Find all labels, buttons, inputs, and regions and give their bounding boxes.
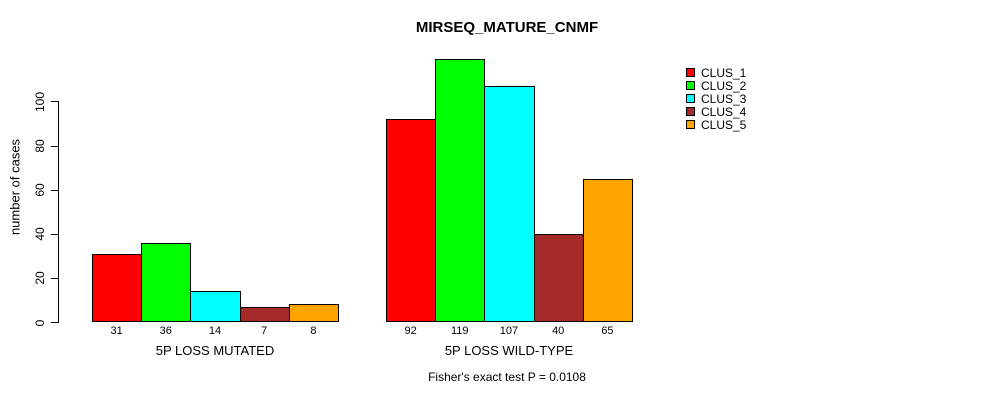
bar-clus_1-0 (92, 253, 143, 322)
bar-value-label: 40 (552, 325, 565, 337)
legend-item: CLUS_3 (686, 92, 746, 105)
y-axis-tick (51, 101, 58, 103)
bar-clus_4-1 (533, 233, 584, 322)
bar-clus_1-1 (386, 119, 437, 322)
bar-value-label: 7 (261, 325, 268, 337)
bar-clus_5-0 (288, 304, 339, 322)
bar-value-label: 36 (159, 325, 172, 337)
bar-value-label: 31 (110, 325, 123, 337)
y-axis-tick (51, 145, 58, 147)
bar-clus_5-1 (582, 178, 633, 322)
legend-swatch (686, 94, 695, 103)
y-axis-tick (51, 189, 58, 191)
y-tick-label: 20 (33, 271, 47, 286)
bar-value-label: 8 (310, 325, 317, 337)
bar-value-label: 92 (404, 325, 417, 337)
legend-label: CLUS_2 (701, 78, 747, 93)
y-axis (58, 101, 59, 323)
bar-clus_2-1 (435, 59, 486, 322)
chart-title: MIRSEQ_MATURE_CNMF (415, 19, 599, 36)
y-tick-label: 80 (33, 139, 47, 153)
legend-item: CLUS_5 (686, 118, 746, 131)
legend-swatch (686, 81, 695, 90)
legend-swatch (686, 68, 695, 77)
y-axis-tick (51, 277, 58, 279)
legend-item: CLUS_1 (686, 66, 746, 79)
legend-label: CLUS_4 (701, 104, 747, 119)
bar-value-label: 119 (451, 325, 469, 337)
y-axis-tick (51, 322, 58, 323)
y-axis-tick (51, 233, 58, 235)
legend-swatch (686, 107, 695, 116)
bar-value-label: 14 (208, 325, 222, 337)
y-tick-label: 40 (33, 227, 47, 241)
bar-value-label: 107 (499, 325, 519, 337)
bar-clus_3-0 (190, 291, 241, 322)
legend-swatch (686, 120, 695, 129)
legend-item: CLUS_4 (686, 105, 746, 118)
y-tick-label: 0 (33, 319, 47, 326)
legend: CLUS_1 CLUS_2 CLUS_3 CLUS_4 CLUS_5 (686, 66, 746, 131)
bar-clus_4-0 (239, 306, 290, 322)
bar-clus_2-0 (141, 242, 192, 322)
legend-label: CLUS_3 (701, 91, 747, 106)
legend-label: CLUS_5 (701, 117, 747, 132)
legend-item: CLUS_2 (686, 79, 746, 92)
bar-value-label: 65 (601, 325, 614, 337)
y-tick-label: 100 (33, 91, 47, 112)
caption: Fisher's exact test P = 0.0108 (428, 370, 586, 384)
group-label: 5P LOSS MUTATED (155, 343, 275, 358)
legend-label: CLUS_1 (701, 65, 747, 80)
y-tick-label: 60 (33, 183, 47, 197)
bar-clus_3-1 (484, 85, 535, 322)
group-label: 5P LOSS WILD-TYPE (444, 343, 574, 358)
y-axis-label: number of cases (7, 138, 23, 236)
